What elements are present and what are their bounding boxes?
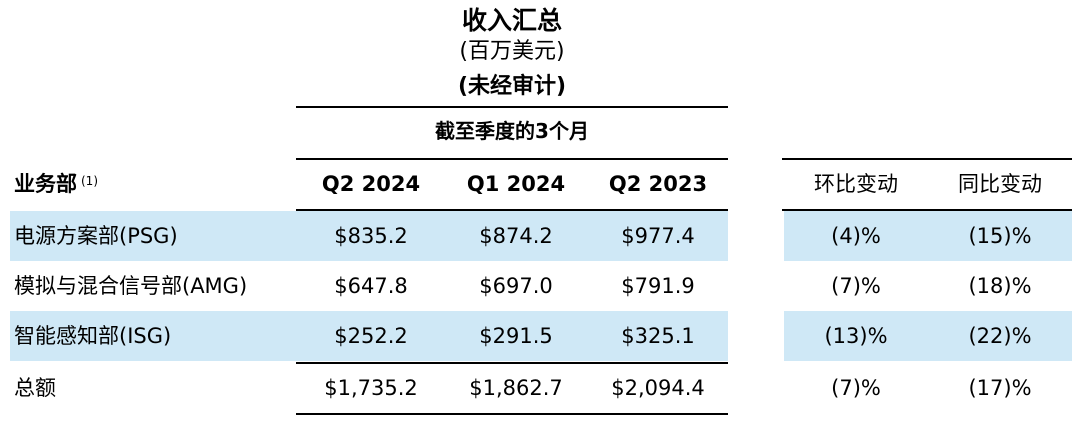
value-qoq: (13)% — [824, 324, 888, 348]
rule-change — [782, 158, 1072, 160]
value-yoy: (15)% — [968, 224, 1032, 248]
table-row: 模拟与混合信号部(AMG) $647.8 $697.0 $791.9 (7)% … — [10, 261, 1072, 311]
segment-header-label: 业务部 — [14, 172, 77, 196]
total-yoy: (17)% — [968, 376, 1032, 400]
col-header-yoy: 同比变动 — [958, 172, 1042, 196]
col-header-q1-2024: Q1 2024 — [466, 172, 566, 196]
value-q2-2023: $325.1 — [621, 324, 695, 348]
rule-header-bottom — [296, 209, 728, 211]
total-q1-2024: $1,862.7 — [469, 376, 563, 400]
table-subtitle: (百万美元) — [459, 39, 565, 64]
period-label: 截至季度的3个月 — [435, 119, 589, 143]
value-yoy: (22)% — [968, 324, 1032, 348]
total-q2-2023: $2,094.4 — [611, 376, 705, 400]
segment-name: 智能感知部(ISG) — [14, 324, 172, 348]
table-row: 电源方案部(PSG) $835.2 $874.2 $977.4 (4)% (15… — [10, 211, 1072, 261]
audit-note: (未经审计) — [457, 74, 567, 99]
value-qoq: (7)% — [831, 274, 881, 298]
rule-total-top — [296, 362, 728, 364]
segment-name: 模拟与混合信号部(AMG) — [14, 274, 248, 298]
value-q1-2024: $874.2 — [479, 224, 553, 248]
value-qoq: (4)% — [831, 224, 881, 248]
value-q2-2023: $977.4 — [621, 224, 695, 248]
column-gap — [728, 311, 784, 361]
rule-period — [296, 158, 728, 160]
total-row: 总额 $1,735.2 $1,862.7 $2,094.4 (7)% (17)% — [10, 363, 1072, 413]
col-header-qoq: 环比变动 — [814, 172, 898, 196]
column-gap — [728, 211, 784, 261]
rule-bottom — [296, 413, 728, 415]
value-q1-2024: $291.5 — [479, 324, 553, 348]
value-q2-2024: $252.2 — [334, 324, 408, 348]
table-title: 收入汇总 — [461, 6, 562, 35]
table-row: 智能感知部(ISG) $252.2 $291.5 $325.1 (13)% (2… — [10, 311, 1072, 361]
segment-name: 电源方案部(PSG) — [14, 224, 178, 248]
col-header-q2-2023: Q2 2023 — [608, 172, 708, 196]
total-label: 总额 — [14, 376, 56, 400]
footnote-marker: (1) — [81, 174, 98, 188]
rule-header-bottom-change — [782, 209, 1072, 211]
value-q2-2024: $647.8 — [334, 274, 408, 298]
col-header-q2-2024: Q2 2024 — [321, 172, 421, 196]
total-qoq: (7)% — [831, 376, 881, 400]
value-q2-2024: $835.2 — [334, 224, 408, 248]
value-q1-2024: $697.0 — [479, 274, 553, 298]
segment-column-header: 业务部 (1) — [14, 169, 98, 199]
rule-top — [296, 106, 728, 108]
value-q2-2023: $791.9 — [621, 274, 695, 298]
total-q2-2024: $1,735.2 — [324, 376, 418, 400]
value-yoy: (18)% — [968, 274, 1032, 298]
